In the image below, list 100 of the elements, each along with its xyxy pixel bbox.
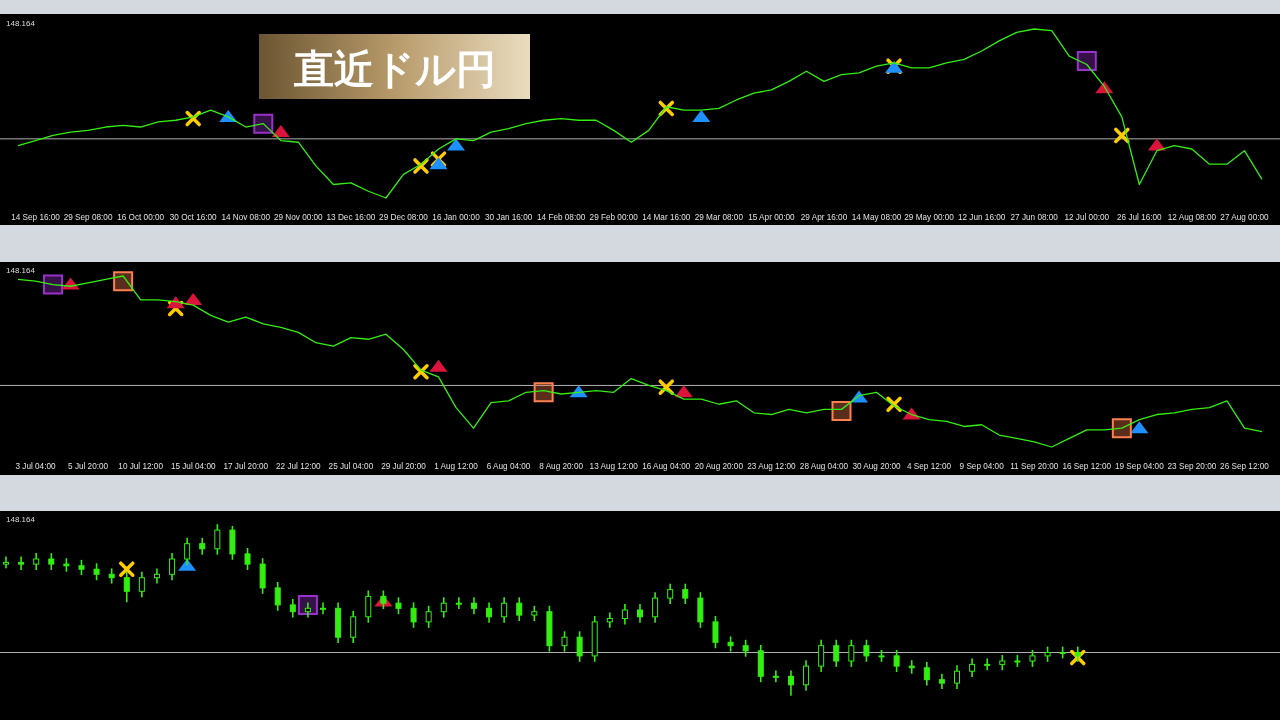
x-tick-label: 15 Jul 04:00 — [170, 462, 216, 471]
candlestick — [863, 639, 870, 662]
candlestick — [259, 558, 266, 594]
x-tick-label: 29 Feb 00:00 — [589, 213, 639, 222]
x-tick-label: 12 Jun 16:00 — [957, 213, 1006, 222]
x-tick-label: 15 Apr 00:00 — [748, 213, 796, 222]
x-tick-label: 16 Aug 04:00 — [642, 462, 691, 471]
point — [831, 401, 852, 422]
candlestick — [984, 658, 991, 671]
x-tick-label: 8 Aug 20:00 — [539, 462, 584, 471]
candlestick — [320, 602, 326, 615]
point — [430, 151, 447, 167]
text: 148.164 — [6, 266, 36, 275]
candlestick — [682, 583, 689, 604]
candlestick — [772, 670, 779, 683]
x-tick-label: 29 Nov 00:00 — [273, 213, 324, 222]
x-tick-label: 5 Jul 20:00 — [68, 462, 109, 471]
candlestick — [3, 556, 9, 569]
candlestick — [938, 673, 945, 689]
candlestick — [561, 631, 568, 652]
x-tick-label: 16 Sep 12:00 — [1062, 462, 1112, 471]
point — [658, 379, 675, 395]
point — [533, 382, 554, 403]
point — [43, 274, 64, 295]
x-tick-label: 13 Dec 16:00 — [326, 213, 376, 222]
chart-title: 直近ドル円 — [292, 46, 496, 92]
x-tick-label: 4 Sep 12:00 — [907, 462, 952, 471]
candlestick — [153, 568, 160, 584]
x-tick-label: 3 Jul 04:00 — [15, 462, 56, 471]
x-tick-label: 22 Jul 12:00 — [276, 462, 322, 471]
x-tick-label: 30 Oct 16:00 — [169, 213, 218, 222]
x-tick-label: 14 Sep 16:00 — [11, 213, 61, 222]
x-tick-label: 16 Oct 00:00 — [117, 213, 165, 222]
x-tick-label: 1 Aug 12:00 — [434, 462, 479, 471]
x-tick-label: 11 Sep 20:00 — [1010, 462, 1059, 471]
point — [1076, 51, 1097, 72]
x-tick-label: 12 Jul 00:00 — [1064, 213, 1110, 222]
candlestick — [365, 590, 372, 623]
candlestick — [606, 612, 613, 628]
candlestick — [893, 650, 900, 672]
candlestick — [652, 592, 659, 623]
x-tick-label: 29 Mar 08:00 — [694, 213, 744, 222]
point — [119, 561, 135, 577]
x-tick-label: 26 Jul 16:00 — [1117, 213, 1163, 222]
x-tick-label: 14 Nov 08:00 — [221, 213, 271, 222]
candlestick — [229, 525, 236, 560]
candlestick — [833, 639, 840, 667]
candlestick — [455, 597, 462, 610]
candlestick — [908, 660, 915, 674]
x-tick-label: 28 Aug 04:00 — [799, 462, 849, 471]
candlestick — [214, 524, 221, 555]
candlestick — [244, 548, 251, 570]
x-tick-label: 20 Aug 20:00 — [694, 462, 744, 471]
candlestick — [818, 639, 825, 672]
candlestick — [697, 592, 704, 628]
candlestick — [486, 602, 493, 623]
x-tick-label: 16 Jan 00:00 — [432, 213, 481, 222]
text: 148.164 — [6, 19, 36, 28]
x-tick-label: 29 May 00:00 — [904, 213, 955, 222]
point — [253, 113, 274, 134]
point — [167, 300, 184, 317]
candlestick — [425, 605, 432, 628]
text: 148.164 — [6, 515, 36, 524]
x-tick-label: 12 Aug 08:00 — [1167, 213, 1217, 222]
candlestick — [848, 639, 855, 667]
x-tick-label: 17 Jul 20:00 — [223, 462, 269, 471]
point — [113, 271, 134, 292]
x-tick-label: 14 Mar 16:00 — [642, 213, 691, 222]
x-tick-label: 23 Sep 20:00 — [1167, 462, 1217, 471]
x-tick-label: 29 Apr 16:00 — [800, 213, 848, 222]
x-tick-label: 30 Aug 20:00 — [852, 462, 902, 471]
candlestick — [516, 597, 523, 621]
x-tick-label: 26 Sep 12:00 — [1220, 462, 1270, 471]
candlestick — [304, 602, 311, 618]
x-tick-label: 29 Jul 20:00 — [381, 462, 427, 471]
candlestick — [1074, 646, 1081, 662]
candlestick — [999, 655, 1006, 671]
x-tick-label: 13 Aug 12:00 — [589, 462, 639, 471]
x-tick-label: 10 Jul 12:00 — [118, 462, 164, 471]
candlestick — [803, 660, 810, 691]
point — [413, 158, 429, 174]
candlestick — [621, 604, 628, 625]
candlestick — [440, 597, 447, 618]
candlestick — [410, 602, 417, 628]
candlestick — [184, 537, 191, 565]
candlestick — [199, 537, 206, 555]
candlestick — [274, 582, 281, 611]
x-tick-label: 30 Jan 16:00 — [484, 213, 533, 222]
x-tick-label: 6 Aug 04:00 — [486, 462, 531, 471]
x-tick-label: 14 Feb 08:00 — [537, 213, 586, 222]
candlestick — [350, 610, 357, 644]
candlestick — [18, 556, 25, 570]
candlestick — [923, 661, 930, 686]
candlestick — [123, 571, 130, 603]
candlestick — [787, 670, 794, 696]
x-tick-label: 25 Jul 04:00 — [328, 462, 374, 471]
x-tick-label: 29 Sep 08:00 — [63, 213, 113, 222]
x-tick-label: 27 Jun 08:00 — [1010, 213, 1059, 222]
candlestick — [712, 616, 719, 649]
candlestick — [470, 597, 477, 615]
